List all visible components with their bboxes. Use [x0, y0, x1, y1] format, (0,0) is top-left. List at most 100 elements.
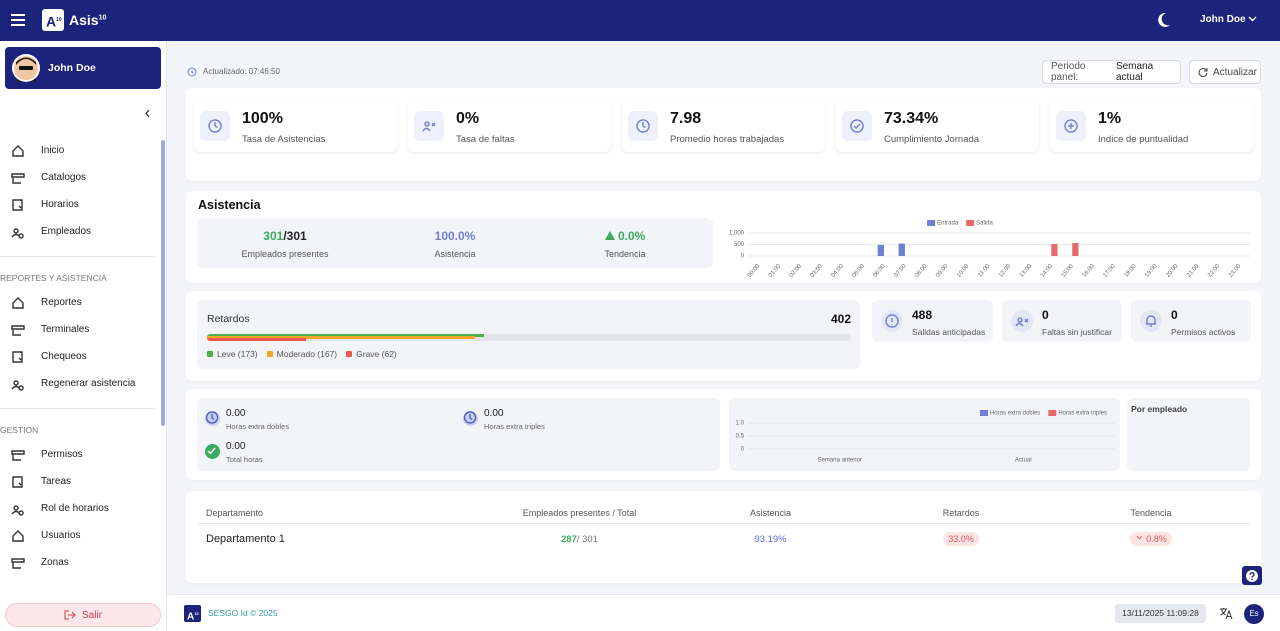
- legend-item: Grave (62): [346, 349, 397, 359]
- icon: [1015, 317, 1029, 327]
- avatar: [12, 54, 40, 82]
- attendance-chart: 0 500 1,000 00:00 01:00 02:00 03:00 04:00 05:00 0…: [729, 220, 1250, 279]
- attendance: 93.19%: [754, 533, 787, 545]
- icon: [12, 144, 24, 157]
- delay-stats: 488 Salidas anticipadas 0 Faltas sin justif…: [872, 300, 1251, 342]
- delays-badge: 33.0%: [943, 531, 979, 546]
- footer-logo: A10: [184, 605, 201, 622]
- legend-item: Moderado (167): [266, 349, 337, 359]
- y-tick-label: 0: [741, 447, 745, 453]
- nav-item[interactable]: Tareas: [0, 468, 155, 495]
- icon: [12, 475, 23, 488]
- y-tick-label: 0.5: [736, 434, 745, 440]
- x-tick-label: 21:00: [1186, 263, 1201, 279]
- trend-up-icon: [604, 231, 615, 240]
- icon-shape: [12, 144, 24, 157]
- trend-value: 0.0%: [617, 229, 646, 243]
- bar: [898, 243, 905, 256]
- stat-icon: [1011, 310, 1033, 332]
- legend-dot: [266, 351, 273, 357]
- overtime-icon: [205, 411, 220, 426]
- translate-icon[interactable]: [1219, 607, 1233, 620]
- icon-shape: [208, 119, 222, 133]
- by-employee-box: Por empleado: [1127, 398, 1250, 471]
- kpi-label: Cumplimiento Jornada: [884, 134, 980, 145]
- by-employee-title: Por empleado: [1131, 404, 1188, 414]
- kpi: 100% Tasa de Asistencias: [194, 100, 397, 152]
- delay-bar: [207, 338, 307, 341]
- refresh-button[interactable]: Actualizar: [1189, 60, 1261, 84]
- footer: A10 SESGO Id © 2025 13/11/2025 11:09:28 …: [167, 594, 1280, 631]
- nav-item[interactable]: Catalogos: [0, 164, 155, 191]
- icon-shape: [885, 314, 899, 328]
- user-card[interactable]: John Doe: [5, 47, 161, 89]
- icon-shape: [1015, 317, 1029, 327]
- nav-item[interactable]: Rol de horarios: [0, 495, 155, 522]
- nav-item[interactable]: Inicio: [0, 137, 155, 164]
- copyright: SESGO Id © 2025: [208, 608, 278, 618]
- stat-label: Salidas anticipadas: [912, 327, 986, 337]
- logout-button[interactable]: Salir: [5, 603, 161, 627]
- overtime-icon: [463, 411, 478, 426]
- nav-item[interactable]: Terminales: [0, 316, 155, 343]
- nav-item[interactable]: Horarios: [0, 191, 155, 218]
- column-header: Asistencia: [749, 508, 792, 518]
- icon: [1136, 535, 1143, 540]
- refresh-icon: [1198, 68, 1208, 77]
- overtime-label: Horas extra triples: [484, 422, 545, 431]
- language-button[interactable]: Es: [1244, 604, 1264, 624]
- kpi-value: 1%: [1098, 110, 1122, 127]
- present-label: Empleados presentes: [241, 249, 329, 259]
- icon: [850, 119, 864, 133]
- kpi-icon: [628, 111, 658, 141]
- overtime-value: 0.00: [226, 441, 246, 452]
- refresh-label: Actualizar: [1213, 66, 1257, 78]
- icon: [12, 198, 23, 211]
- nav-item[interactable]: Empleados: [0, 218, 155, 245]
- user-menu[interactable]: John Doe: [1200, 14, 1257, 25]
- delay-bar: [207, 336, 475, 339]
- nav-label: Usuarios: [41, 530, 81, 541]
- legend-dot: [346, 351, 353, 357]
- delays-total: 402: [830, 312, 851, 326]
- theme-toggle[interactable]: [1157, 12, 1171, 28]
- x-tick-label: 16:00: [1082, 263, 1097, 279]
- nav-label: Catalogos: [41, 172, 87, 183]
- nav-item[interactable]: Chequeos: [0, 343, 155, 370]
- x-tick-label: 14:00: [1040, 263, 1055, 279]
- icon-shape: [636, 119, 650, 133]
- icon-shape: [11, 504, 24, 516]
- help-button[interactable]: [1242, 566, 1262, 585]
- overtime-chart: 0 0.5 1.0 Semana anterior Actual Horas extra …: [736, 410, 1115, 464]
- updated-at: Actualizado: 07:46:50: [203, 67, 280, 76]
- table-row: Departamento 1 287/ 301 93.19% 33.0% 0.8%: [198, 524, 1250, 554]
- icon-shape: [11, 227, 24, 239]
- y-tick-label: 1,000: [729, 231, 745, 237]
- logo-sup: 10: [56, 17, 62, 23]
- datetime: 13/11/2025 11:09:28: [1115, 604, 1206, 623]
- menu-button[interactable]: [11, 14, 25, 26]
- trend-label: Tendencia: [604, 249, 646, 259]
- nav-label: Chequeos: [41, 351, 87, 362]
- x-tick-label: 06:00: [872, 263, 887, 279]
- x-tick-label: 08:00: [914, 263, 929, 279]
- kpi-label: Promedio horas trabajadas: [670, 134, 785, 145]
- kpi: 1% Indice de puntualidad: [1050, 100, 1253, 152]
- icon: [208, 119, 222, 133]
- stat-value: 0: [1171, 308, 1178, 322]
- icon: [1146, 315, 1156, 327]
- nav-item[interactable]: Permisos: [0, 441, 155, 468]
- period-button[interactable]: Periodo panel: Semana actual: [1042, 60, 1181, 84]
- collapse-button[interactable]: [144, 109, 152, 118]
- icon: [463, 411, 477, 424]
- y-tick-label: 500: [734, 242, 745, 248]
- trend-badge: 0.8%: [1130, 532, 1172, 546]
- nav-item[interactable]: Regenerar asistencia: [0, 370, 155, 397]
- nav-item[interactable]: Reportes: [0, 289, 155, 316]
- department: Departamento 1: [206, 533, 285, 545]
- icon-shape: [12, 529, 24, 542]
- nav-item[interactable]: Zonas: [0, 549, 155, 576]
- x-tick-label: 22:00: [1207, 263, 1222, 279]
- nav-item[interactable]: Usuarios: [0, 522, 155, 549]
